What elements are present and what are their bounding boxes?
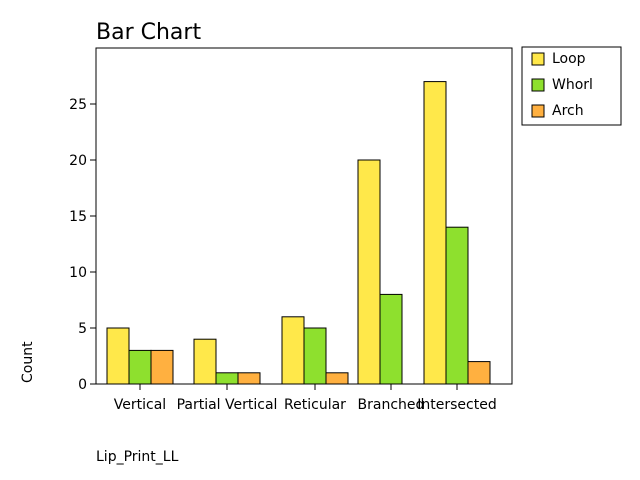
bar-whorl-branched: [379, 293, 403, 385]
legend-label-whorl: Whorl: [552, 77, 593, 93]
legend-label-loop: Loop: [552, 51, 586, 67]
y-tick-label: 10: [69, 265, 87, 281]
legend-swatch-loop: [531, 52, 545, 66]
bars-group: [106, 81, 491, 385]
y-tick-label: 25: [69, 97, 87, 113]
legend-swatch-arch: [531, 104, 545, 118]
y-tick-label: 20: [69, 153, 87, 169]
x-axis: Vertical Partial Vertical Reticular Branche…: [114, 384, 497, 413]
y-tick-label: 5: [78, 321, 87, 337]
bar-arch-intersected: [467, 361, 491, 385]
bar-whorl-reticular: [303, 327, 327, 385]
legend: Loop Whorl Arch: [521, 46, 622, 126]
bar-arch-vertical: [150, 349, 174, 385]
bar-loop-branched: [357, 159, 381, 385]
bar-loop-partial-vertical: [193, 338, 217, 385]
bar-whorl-partial-vertical: [215, 372, 239, 385]
y-tick-label: 0: [78, 377, 87, 393]
x-axis-label: Lip_Print_LL: [96, 449, 179, 465]
x-tick-label: Partial Vertical: [177, 397, 278, 413]
bar-loop-intersected: [423, 81, 447, 385]
bar-arch-partial-vertical: [237, 372, 261, 385]
y-tick-label: 15: [69, 209, 87, 225]
x-tick-label: Vertical: [114, 397, 166, 413]
bar-loop-vertical: [106, 327, 130, 385]
chart-title: Bar Chart: [96, 20, 201, 45]
bar-whorl-intersected: [445, 226, 469, 385]
y-axis-label: Count: [20, 341, 36, 383]
y-axis: 0 5 10 15 20 25: [69, 97, 96, 393]
legend-label-arch: Arch: [552, 103, 584, 119]
x-tick-label: Reticular: [284, 397, 346, 413]
legend-swatch-whorl: [531, 78, 545, 92]
bar-loop-reticular: [281, 316, 305, 385]
bar-whorl-vertical: [128, 349, 152, 385]
bar-arch-reticular: [325, 372, 349, 385]
x-tick-label: Branched: [358, 397, 425, 413]
x-tick-label: Intersected: [417, 397, 496, 413]
